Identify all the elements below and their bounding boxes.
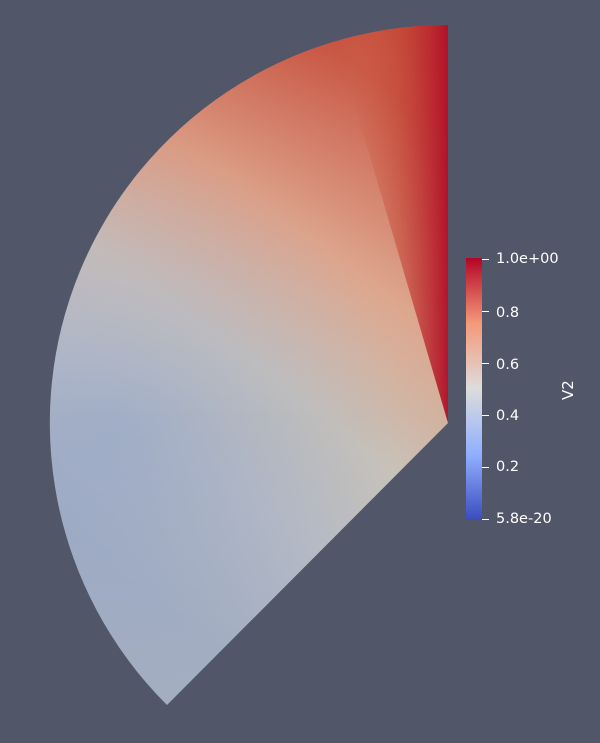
tick-mark [482, 467, 489, 468]
scalar-bar-gradient [466, 258, 482, 520]
tick-mark [482, 259, 489, 260]
tick-label: 0.6 [496, 357, 520, 373]
tick-mark [482, 415, 489, 416]
tick-mark [482, 311, 489, 312]
tick-label: 0.4 [496, 408, 520, 424]
tick-mark [482, 519, 489, 520]
tick-label-max: 1.0e+00 [496, 251, 559, 267]
tick-label: 0.8 [496, 305, 520, 321]
tick-mark [482, 363, 489, 364]
tick-label: 0.2 [496, 459, 520, 475]
scalar-bar-title: V2 [559, 380, 577, 400]
tick-label-min: 5.8e-20 [496, 511, 552, 527]
